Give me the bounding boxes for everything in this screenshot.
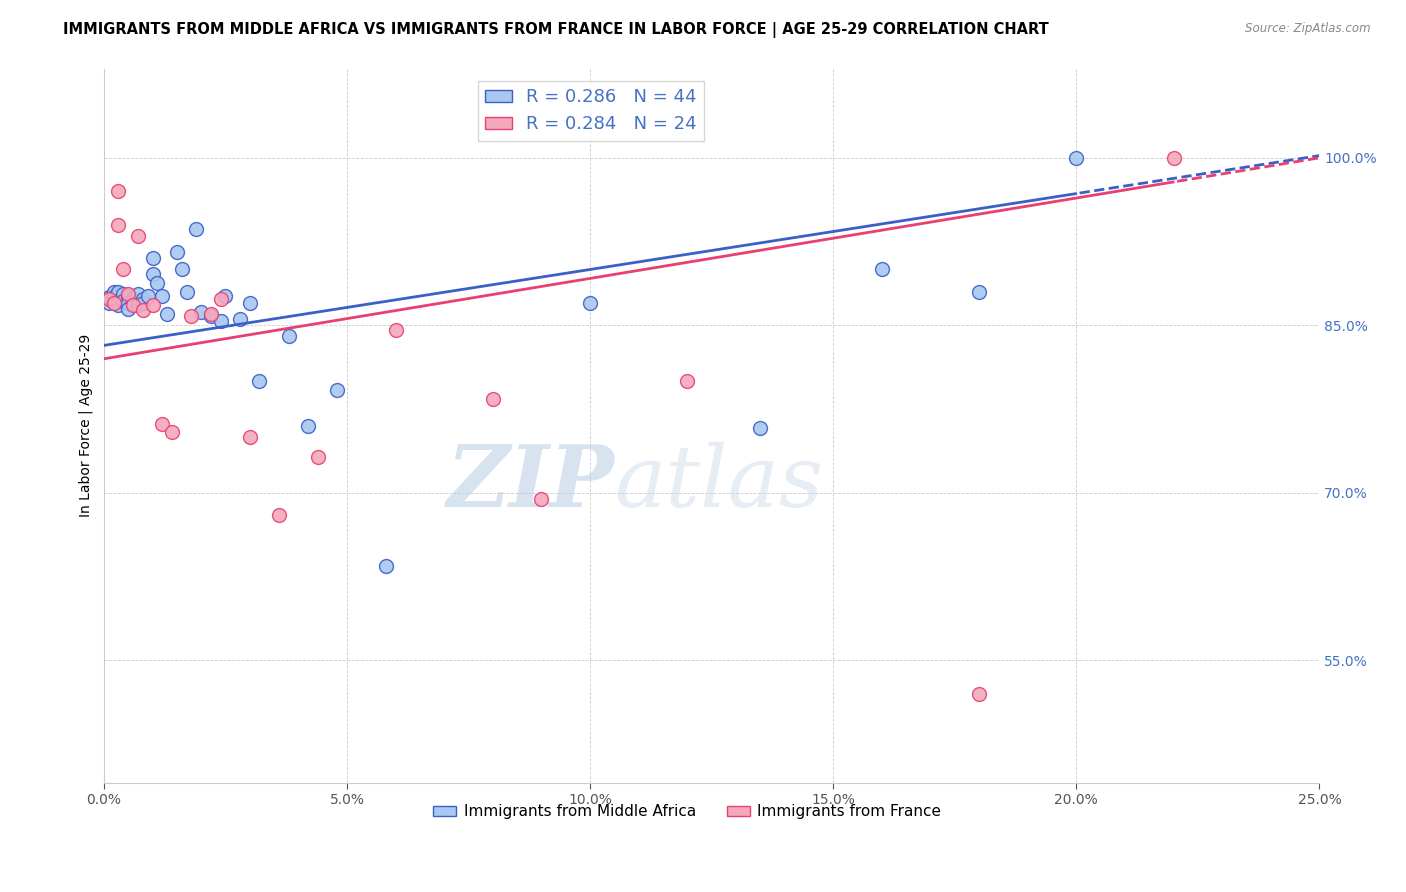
Text: IMMIGRANTS FROM MIDDLE AFRICA VS IMMIGRANTS FROM FRANCE IN LABOR FORCE | AGE 25-: IMMIGRANTS FROM MIDDLE AFRICA VS IMMIGRA… — [63, 22, 1049, 38]
Point — [103, 296, 125, 310]
Point — [127, 287, 149, 301]
Point — [122, 292, 145, 306]
Point — [127, 229, 149, 244]
Point — [117, 301, 139, 316]
Point — [141, 267, 163, 281]
Point — [297, 418, 319, 433]
Point — [112, 262, 135, 277]
Point — [150, 289, 173, 303]
Point — [1163, 151, 1185, 165]
Point — [122, 298, 145, 312]
Y-axis label: In Labor Force | Age 25-29: In Labor Force | Age 25-29 — [79, 334, 93, 517]
Point — [870, 262, 893, 277]
Point — [200, 310, 222, 324]
Point — [1066, 151, 1088, 165]
Point — [307, 450, 329, 464]
Point — [676, 374, 699, 388]
Point — [107, 293, 129, 308]
Point — [160, 425, 183, 440]
Point — [112, 293, 135, 308]
Point — [141, 298, 163, 312]
Point — [170, 262, 193, 277]
Point — [209, 292, 232, 306]
Point — [239, 430, 262, 444]
Point — [107, 285, 129, 299]
Point — [482, 392, 505, 406]
Point — [967, 687, 990, 701]
Point — [117, 287, 139, 301]
Point — [176, 285, 198, 299]
Point — [146, 276, 169, 290]
Point — [277, 329, 299, 343]
Text: Source: ZipAtlas.com: Source: ZipAtlas.com — [1246, 22, 1371, 36]
Point — [249, 374, 271, 388]
Point — [967, 285, 990, 299]
Point — [214, 289, 236, 303]
Point — [239, 296, 262, 310]
Point — [127, 298, 149, 312]
Point — [112, 287, 135, 301]
Point — [186, 222, 208, 236]
Point — [132, 292, 155, 306]
Point — [530, 492, 553, 507]
Point — [132, 302, 155, 317]
Point — [117, 296, 139, 310]
Point — [107, 218, 129, 232]
Point — [122, 296, 145, 310]
Point — [97, 296, 120, 310]
Point — [117, 289, 139, 303]
Point — [136, 289, 159, 303]
Point — [97, 290, 120, 304]
Point — [209, 314, 232, 328]
Point — [141, 252, 163, 266]
Text: ZIP: ZIP — [447, 442, 614, 524]
Point — [97, 292, 120, 306]
Point — [749, 421, 772, 435]
Point — [180, 310, 202, 324]
Point — [267, 508, 290, 522]
Point — [107, 184, 129, 198]
Point — [156, 307, 179, 321]
Point — [107, 298, 129, 312]
Point — [326, 383, 349, 397]
Legend: Immigrants from Middle Africa, Immigrants from France: Immigrants from Middle Africa, Immigrant… — [427, 798, 948, 825]
Point — [166, 244, 188, 259]
Point — [200, 307, 222, 321]
Point — [103, 290, 125, 304]
Point — [190, 305, 212, 319]
Point — [579, 296, 602, 310]
Point — [103, 285, 125, 299]
Point — [229, 311, 252, 326]
Point — [384, 323, 406, 337]
Point — [132, 296, 155, 310]
Point — [374, 559, 396, 574]
Text: atlas: atlas — [614, 442, 824, 524]
Point — [150, 417, 173, 431]
